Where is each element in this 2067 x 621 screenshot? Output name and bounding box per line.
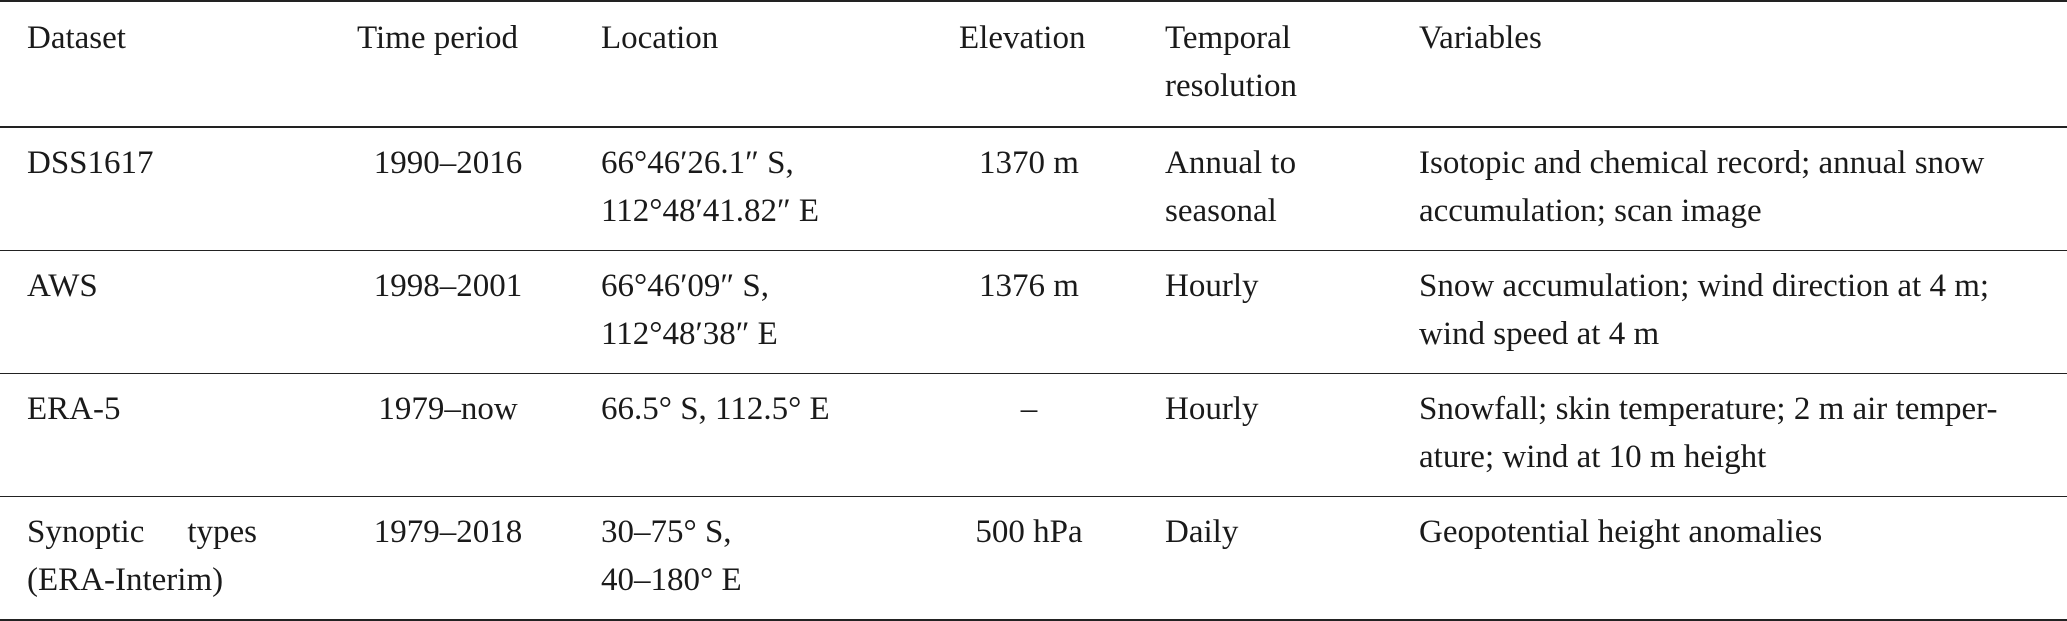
cell-location-line-1: 30–75° S, [601,514,732,550]
cell-variables-line-1: Isotopic and chemical record; annual sno… [1419,145,1985,181]
cell-location: 66.5° S, 112.5° E [567,374,929,497]
cell-location-line-1: 66°46′26.1″ S, [601,145,794,181]
cell-variables: Snow accumulation; wind direction at 4 m… [1387,251,2067,374]
cell-dataset-line-1: AWS [27,268,98,304]
table-row: Synoptic types (ERA-Interim) 1979–2018 3… [0,497,2067,621]
cell-elevation: 500 hPa [975,514,1083,550]
cell-temporal-line-1: Hourly [1165,268,1259,304]
cell-temporal-resolution: Hourly [1129,374,1387,497]
cell-dataset-line-1: ERA-5 [27,391,121,427]
cell-temporal-line-1: Hourly [1165,391,1259,427]
cell-location-line-2: 112°48′41.82″ E [601,193,820,229]
cell-dataset: DSS1617 [0,127,329,251]
cell-elevation: – [1020,391,1038,427]
cell-dataset: Synoptic types (ERA-Interim) [0,497,329,621]
cell-elevation: 1370 m [979,145,1079,181]
cell-dataset-line-1: DSS1617 [27,145,154,181]
cell-variables: Snowfall; skin temperature; 2 m air temp… [1387,374,2067,497]
cell-temporal-resolution: Annual to seasonal [1129,127,1387,251]
table-body: DSS1617 1990–2016 66°46′26.1″ S, 112°48′… [0,127,2067,620]
header-row: Dataset Time period Location Elevation T… [0,1,2067,127]
cell-time-period: 1979–2018 [373,514,523,550]
table-row: ERA-5 1979–now 66.5° S, 112.5° E – Hourl… [0,374,2067,497]
cell-variables-line-2: wind speed at 4 m [1419,316,1660,352]
cell-temporal-resolution: Hourly [1129,251,1387,374]
header-location: Location [601,20,719,56]
cell-temporal-line-2: seasonal [1165,193,1277,229]
cell-dataset-line-2: (ERA-Interim) [27,562,224,598]
header-temporal-resolution: Temporal resolution [1129,1,1387,127]
cell-variables: Isotopic and chemical record; annual sno… [1387,127,2067,251]
header-temporal-line-1: Temporal [1165,20,1291,56]
cell-variables-line-2: accumulation; scan image [1419,193,1762,229]
cell-dataset: AWS [0,251,329,374]
cell-variables-line-1: Snow accumulation; wind direction at 4 m… [1419,268,1990,304]
header-dataset: Dataset [27,20,126,56]
table-row: DSS1617 1990–2016 66°46′26.1″ S, 112°48′… [0,127,2067,251]
cell-variables: Geopotential height anomalies [1387,497,2067,621]
header-elevation: Elevation [959,20,1086,56]
cell-dataset-line-1: Synoptic types [27,514,257,550]
cell-variables-line-1: Geopotential height anomalies [1419,514,1823,550]
header-time-period: Time period [357,20,519,56]
cell-variables-line-2: ature; wind at 10 m height [1419,439,1767,475]
cell-location-line-2: 112°48′38″ E [601,316,778,352]
cell-time-period: 1998–2001 [373,268,523,304]
table-header: Dataset Time period Location Elevation T… [0,1,2067,127]
table-row: AWS 1998–2001 66°46′09″ S, 112°48′38″ E … [0,251,2067,374]
cell-temporal-line-1: Annual to [1165,145,1297,181]
cell-location: 66°46′09″ S, 112°48′38″ E [567,251,929,374]
header-variables: Variables [1419,20,1542,56]
cell-location-line-1: 66.5° S, 112.5° E [601,391,830,427]
cell-dataset: ERA-5 [0,374,329,497]
cell-location-line-2: 40–180° E [601,562,742,598]
cell-time-period: 1990–2016 [373,145,523,181]
cell-temporal-resolution: Daily [1129,497,1387,621]
cell-temporal-line-1: Daily [1165,514,1239,550]
cell-location: 30–75° S, 40–180° E [567,497,929,621]
cell-variables-line-1: Snowfall; skin temperature; 2 m air temp… [1419,391,1998,427]
cell-elevation: 1376 m [979,268,1079,304]
cell-location-line-1: 66°46′09″ S, [601,268,770,304]
cell-location: 66°46′26.1″ S, 112°48′41.82″ E [567,127,929,251]
header-temporal-line-2: resolution [1165,68,1297,104]
cell-time-period: 1979–now [378,391,518,427]
